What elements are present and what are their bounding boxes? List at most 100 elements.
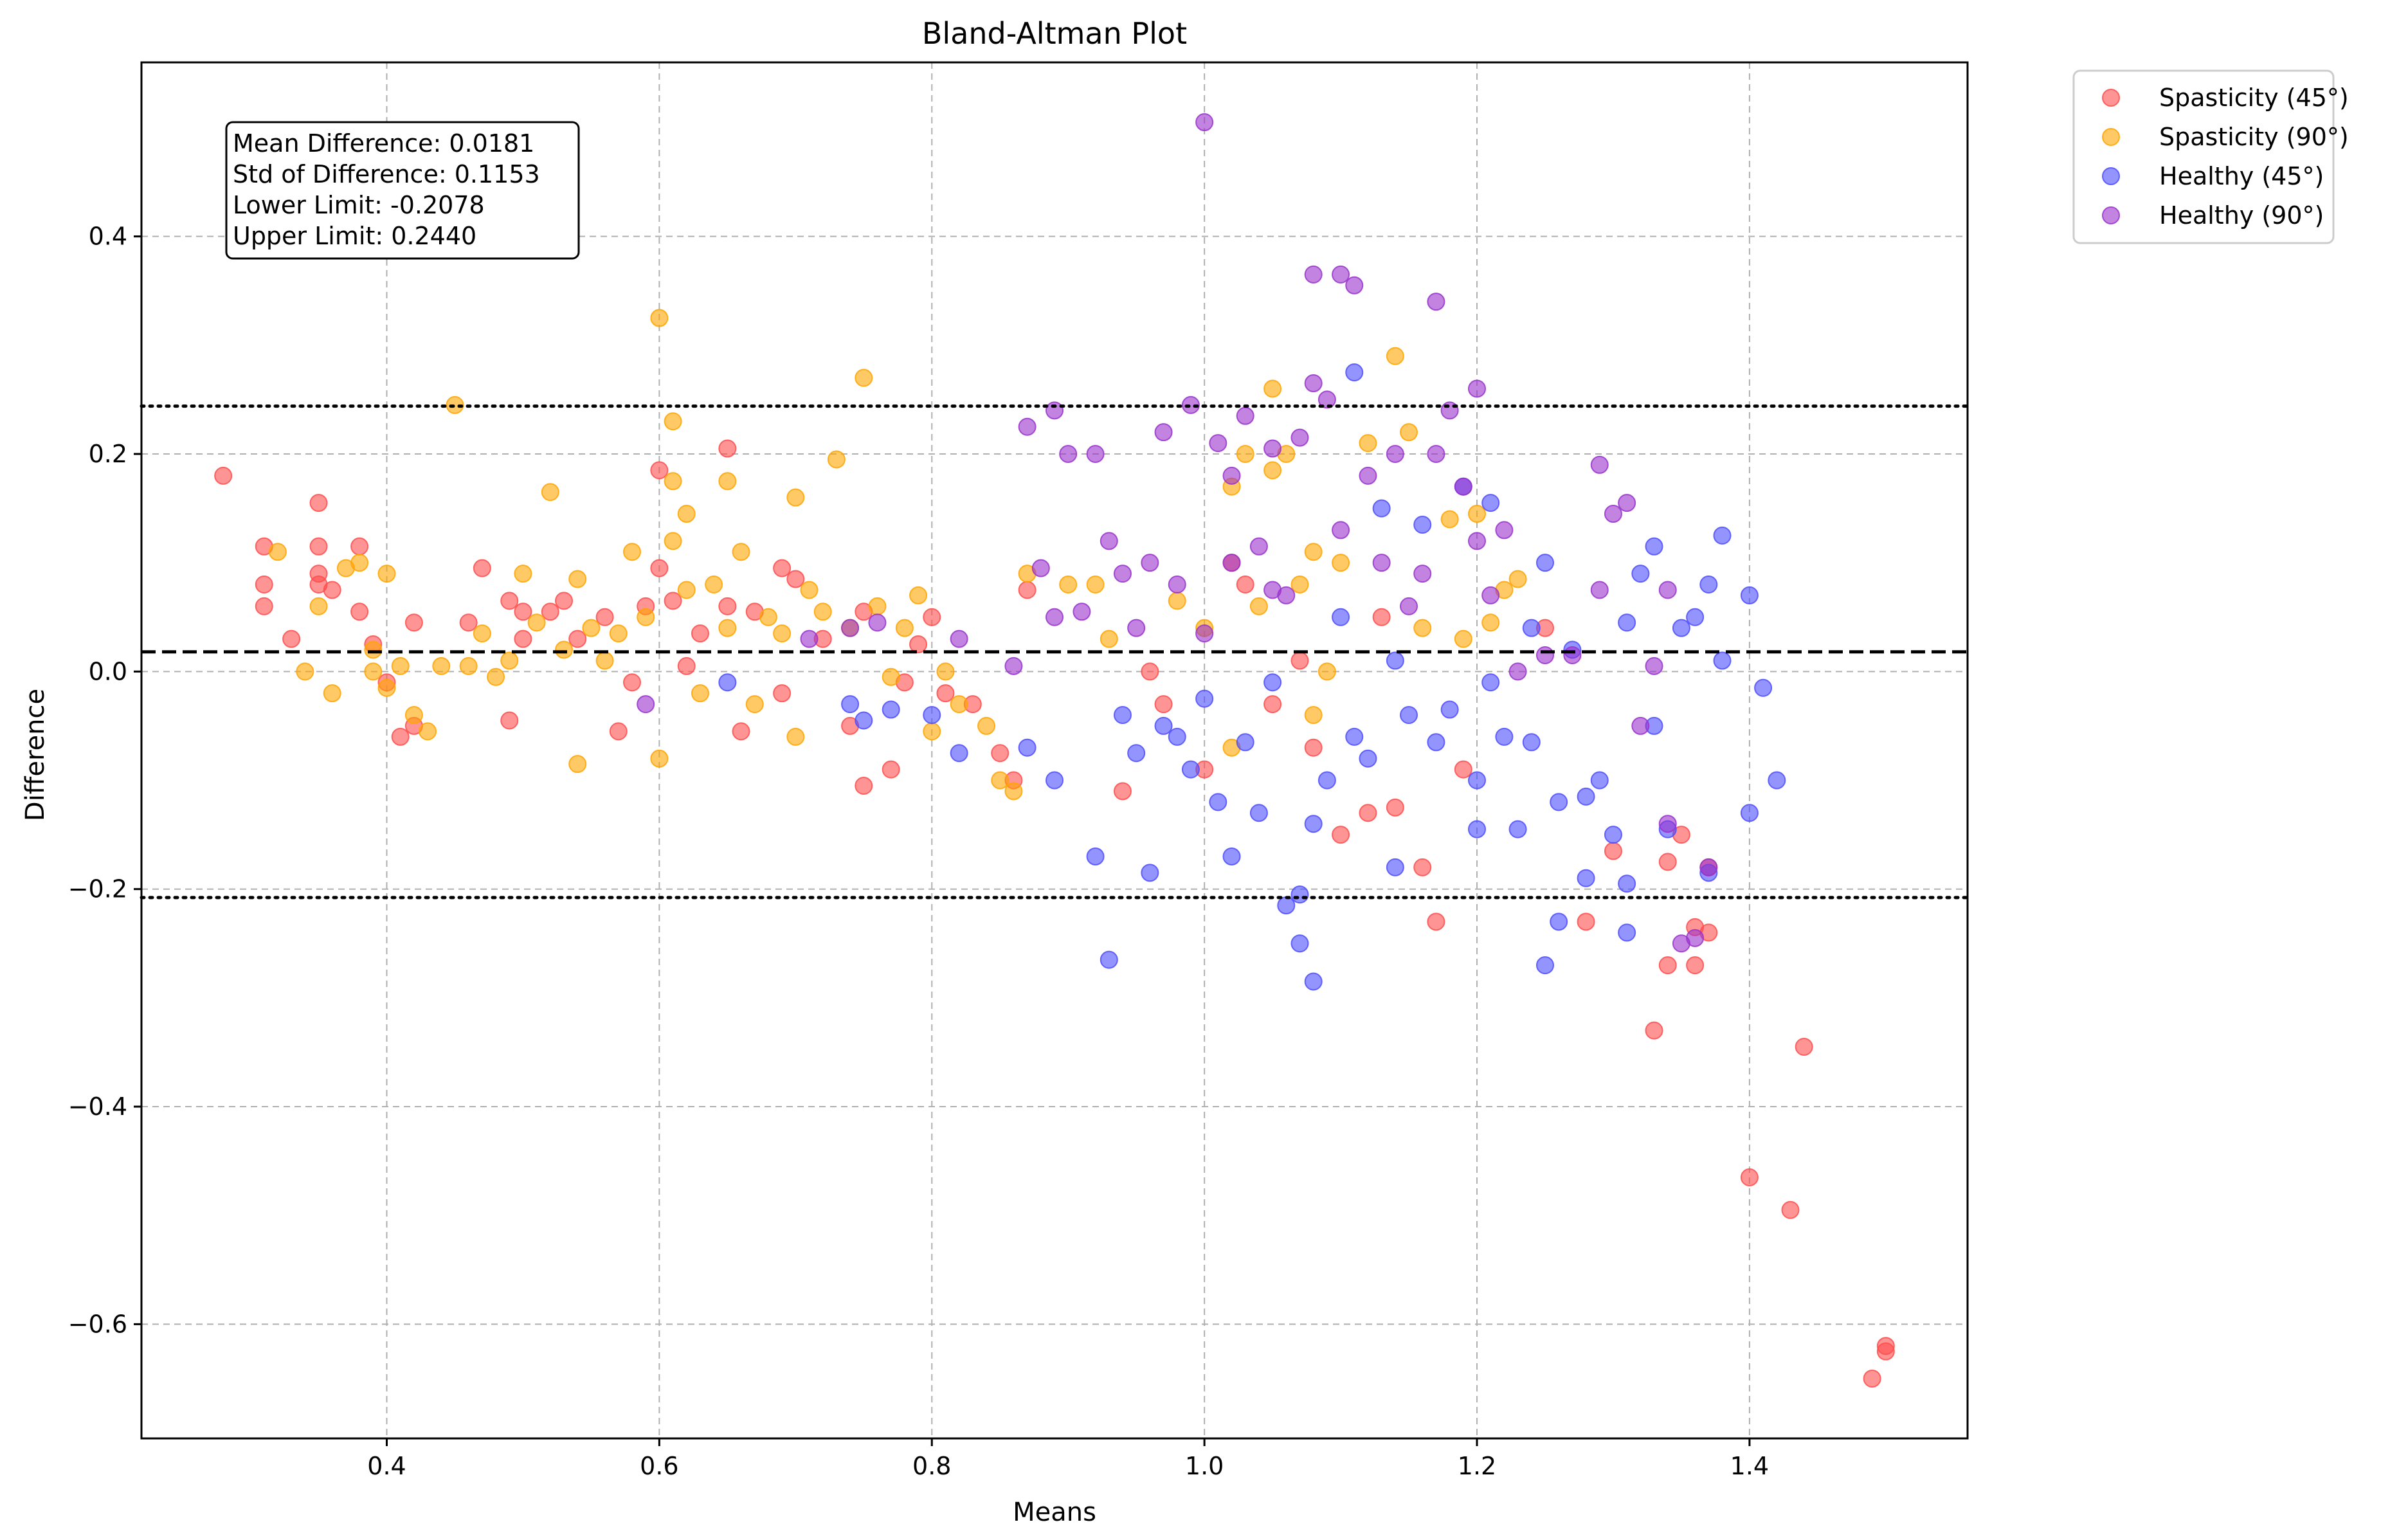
data-point <box>1113 706 1132 725</box>
data-point <box>732 722 750 741</box>
data-point <box>1332 826 1350 844</box>
data-point <box>1481 494 1500 512</box>
data-point <box>1059 575 1078 594</box>
reference-lines <box>140 404 1969 900</box>
data-point <box>868 597 887 615</box>
data-point <box>568 755 587 774</box>
data-point <box>1086 847 1105 865</box>
data-point <box>936 684 955 703</box>
data-point <box>1577 787 1595 806</box>
data-point <box>1236 733 1254 752</box>
data-point <box>855 776 873 795</box>
data-point <box>364 662 383 681</box>
y-tick-label: 0.4 <box>89 222 127 251</box>
data-point <box>1332 521 1350 539</box>
data-point <box>1127 744 1146 763</box>
data-point <box>1550 912 1568 931</box>
data-point <box>1427 912 1445 931</box>
data-point <box>1563 646 1582 664</box>
data-point <box>1699 858 1718 876</box>
data-point <box>786 570 805 588</box>
data-point <box>1127 619 1146 637</box>
data-point <box>1618 494 1636 512</box>
y-axis-label: Difference <box>21 689 50 821</box>
data-point <box>1686 608 1705 626</box>
data-point <box>1141 662 1159 681</box>
data-point <box>1086 445 1105 464</box>
data-point <box>1400 597 1418 615</box>
data-point <box>1332 554 1350 572</box>
data-point <box>1018 417 1037 436</box>
grid <box>141 62 1968 1438</box>
data-point <box>745 695 764 714</box>
data-point <box>1277 896 1296 915</box>
data-point <box>664 412 682 431</box>
data-point <box>1508 662 1527 681</box>
data-point <box>1740 586 1759 604</box>
data-point <box>323 581 341 599</box>
data-point <box>1100 630 1118 648</box>
data-point <box>650 749 669 768</box>
data-point <box>1550 793 1568 811</box>
data-point <box>1046 401 1064 420</box>
data-point <box>1046 608 1064 626</box>
data-point <box>1468 505 1487 523</box>
data-point <box>1263 379 1282 398</box>
data-point <box>1522 733 1541 752</box>
data-point <box>350 602 369 621</box>
data-point <box>1413 515 1432 534</box>
data-point <box>568 630 587 648</box>
data-point <box>309 537 328 556</box>
series-3 <box>637 113 1718 953</box>
stats-std-difference: Std of Difference: 0.1153 <box>233 160 540 188</box>
data-point <box>1236 406 1254 425</box>
legend-label: Spasticity (45°) <box>2159 84 2349 112</box>
data-point <box>923 608 941 626</box>
data-point <box>1372 499 1391 518</box>
y-tick-label: 0.2 <box>89 440 127 468</box>
data-point <box>1332 265 1350 284</box>
legend: Spasticity (45°) Spasticity (90°) Healthy … <box>2072 69 2349 244</box>
data-point <box>650 461 669 480</box>
data-point <box>1222 847 1241 865</box>
data-point <box>882 667 900 686</box>
x-tick-label: 0.4 <box>367 1452 406 1480</box>
data-point <box>1481 586 1500 604</box>
data-point <box>705 575 723 594</box>
data-point <box>950 630 968 648</box>
data-point <box>950 744 968 763</box>
data-point <box>595 608 614 626</box>
data-point <box>1740 1168 1759 1186</box>
data-point <box>1658 853 1677 871</box>
data-point <box>732 543 750 561</box>
data-point <box>786 488 805 507</box>
data-point <box>527 613 546 632</box>
data-point <box>309 597 328 615</box>
data-point <box>555 640 574 659</box>
y-axis-ticks: 0.4 0.2 0.0 −0.2 −0.4 −0.6 <box>68 222 141 1338</box>
data-point <box>1781 1200 1800 1219</box>
data-point <box>718 439 737 458</box>
data-point <box>1658 956 1677 975</box>
y-tick-label: 0.0 <box>89 657 127 685</box>
data-point <box>1427 733 1445 752</box>
data-point <box>1031 559 1050 577</box>
x-axis-ticks: 0.4 0.6 0.8 1.0 1.2 1.4 <box>367 1438 1769 1480</box>
data-point <box>1222 554 1241 572</box>
x-tick-label: 1.2 <box>1458 1452 1496 1480</box>
data-point <box>1304 972 1323 991</box>
data-point <box>1154 423 1173 442</box>
data-point <box>718 619 737 637</box>
data-point <box>1059 445 1078 464</box>
data-point <box>1577 912 1595 931</box>
data-point <box>1195 624 1214 643</box>
data-point <box>568 570 587 588</box>
data-point <box>1304 815 1323 833</box>
data-point <box>1345 276 1364 294</box>
data-point <box>1876 1337 1895 1355</box>
data-point <box>309 494 328 512</box>
data-point <box>1618 874 1636 893</box>
data-point <box>432 657 451 675</box>
